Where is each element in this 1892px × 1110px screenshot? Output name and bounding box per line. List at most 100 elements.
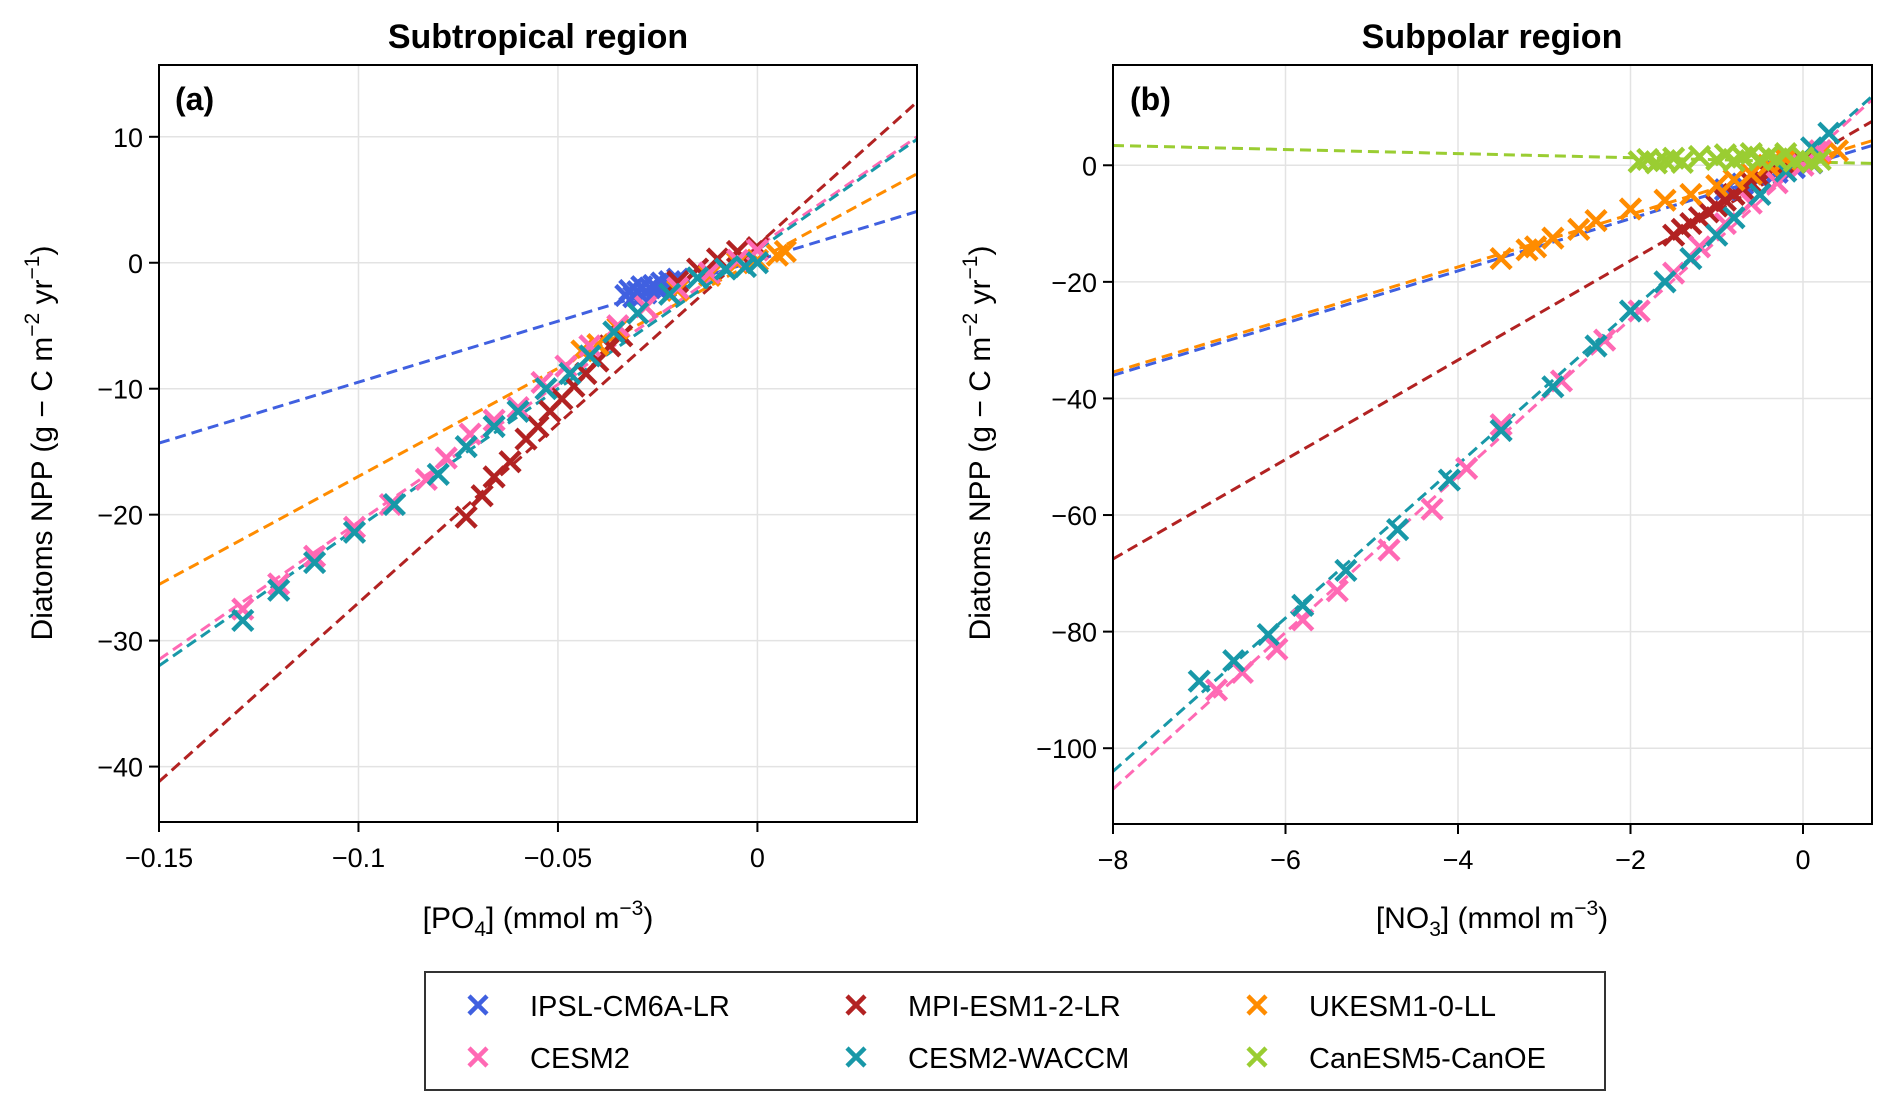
y-tick-label: −80 <box>1051 618 1097 648</box>
legend-marker-icon <box>1246 994 1268 1016</box>
data-point <box>1420 497 1444 521</box>
data-point <box>1455 456 1479 480</box>
series-canesm5-canoe-markers <box>1627 142 1832 175</box>
y-tick-label: −20 <box>1051 268 1097 298</box>
data-point <box>1653 188 1677 212</box>
data-point <box>1679 182 1703 207</box>
data-point <box>506 399 530 423</box>
data-point <box>414 467 438 491</box>
x-tick-label: −6 <box>1270 845 1301 875</box>
legend-label: IPSL-CM6A-LR <box>530 991 730 1023</box>
data-point <box>470 484 494 508</box>
data-point <box>231 608 255 633</box>
data-point <box>1825 139 1850 163</box>
y-tick-label: −40 <box>1051 384 1097 414</box>
y-tick-label: 0 <box>1082 151 1097 181</box>
panel-a-x-label: [PO4] (mmol m−3) <box>423 897 654 941</box>
data-point <box>685 266 710 290</box>
data-point <box>1541 375 1565 399</box>
fit-line-mpi-esm1-2-lr <box>1113 120 1872 561</box>
data-point <box>1687 144 1712 169</box>
data-point <box>506 396 530 420</box>
panel-a: Subtropical region −0.15 −0.1 −0.05 0 10 0 −10… <box>21 18 918 941</box>
data-point <box>626 301 650 325</box>
data-point <box>1584 334 1608 358</box>
data-point <box>498 450 522 474</box>
panel-b-x-label: [NO3] (mmol m−3) <box>1376 897 1608 941</box>
panel-a-markers <box>231 236 797 633</box>
data-point <box>342 520 367 544</box>
y-tick-label: 10 <box>113 123 143 153</box>
legend-label: MPI-ESM1-2-LR <box>908 991 1121 1023</box>
x-tick-label: −0.1 <box>332 843 385 873</box>
data-point <box>267 578 291 602</box>
data-point <box>1670 150 1694 174</box>
panel-a-grid <box>158 65 917 822</box>
data-point <box>426 462 450 486</box>
y-tick-label: −40 <box>97 753 143 783</box>
data-point <box>1489 413 1513 437</box>
data-point <box>482 414 506 439</box>
x-tick-label: −4 <box>1443 845 1474 875</box>
data-point <box>773 239 797 264</box>
panel-a-title: Subtropical region <box>388 18 688 56</box>
y-tick-label: −30 <box>97 627 143 657</box>
legend-item-ukesm1-0-ll: UKESM1-0-LL <box>1246 991 1496 1023</box>
legend-box <box>424 971 1606 1091</box>
data-point <box>454 435 478 459</box>
data-point <box>1377 538 1401 562</box>
y-tick-label: −60 <box>1051 501 1097 531</box>
panel-a-y-label: Diatoms NPP (g − C m−2 yr−1) <box>21 246 59 641</box>
data-point <box>1325 579 1349 603</box>
data-point <box>482 408 506 432</box>
data-point <box>1739 162 1763 186</box>
series-cesm2-waccm-markers <box>231 251 770 633</box>
legend-label: CESM2 <box>530 1043 630 1075</box>
data-point <box>578 344 602 368</box>
data-point <box>602 320 626 344</box>
data-point <box>1679 246 1703 271</box>
panel-b-grid <box>1112 65 1872 824</box>
data-point <box>1817 121 1841 145</box>
data-point <box>745 251 770 275</box>
data-point <box>1524 235 1548 259</box>
data-point <box>1204 678 1229 702</box>
data-point <box>558 362 582 386</box>
data-point <box>1584 209 1608 233</box>
legend-marker-icon <box>845 1046 867 1068</box>
data-point <box>378 492 402 517</box>
fit-line-cesm2 <box>1113 98 1872 791</box>
data-point <box>267 572 291 596</box>
legend-marker-icon <box>467 1046 489 1068</box>
y-tick-label: −100 <box>1036 734 1097 764</box>
legend-marker-icon <box>845 994 867 1016</box>
panel-a-fit-lines <box>159 100 917 783</box>
x-tick-label: 0 <box>1795 845 1810 875</box>
panel-b-y-label: Diatoms NPP (g − C m−2 yr−1) <box>959 246 997 641</box>
data-point <box>1705 223 1729 247</box>
fit-line-ukesm1-0-ll <box>1113 139 1872 374</box>
panel-a-ticks: −0.15 −0.1 −0.05 0 10 0 −10 −20 −30 −40 <box>97 123 765 873</box>
panel-b-fit-lines <box>1113 95 1872 791</box>
data-point <box>1489 418 1513 443</box>
data-point <box>1334 558 1358 583</box>
x-tick-label: 0 <box>750 843 765 873</box>
data-point <box>1722 168 1746 192</box>
panel-b-label: (b) <box>1130 81 1171 117</box>
data-point <box>1291 593 1315 617</box>
fit-line-mpi-esm1-2-lr <box>159 100 917 783</box>
data-point <box>1627 299 1651 323</box>
data-point <box>578 334 602 358</box>
data-point <box>382 492 406 517</box>
x-tick-label: −2 <box>1615 845 1646 875</box>
legend-items: IPSL-CM6A-LR MPI-ESM1-2-LR UKESM1-0-LL CESM… <box>467 991 1546 1075</box>
data-point <box>1187 669 1211 693</box>
panel-a-label: (a) <box>175 81 214 117</box>
data-point <box>434 446 458 470</box>
fit-line-ipsl-cm6a-lr <box>1113 144 1872 377</box>
legend-label: CESM2-WACCM <box>908 1043 1129 1075</box>
data-point <box>1437 468 1461 492</box>
data-point <box>302 550 327 575</box>
data-point <box>586 333 610 357</box>
legend-label: CanESM5-CanOE <box>1309 1043 1546 1075</box>
